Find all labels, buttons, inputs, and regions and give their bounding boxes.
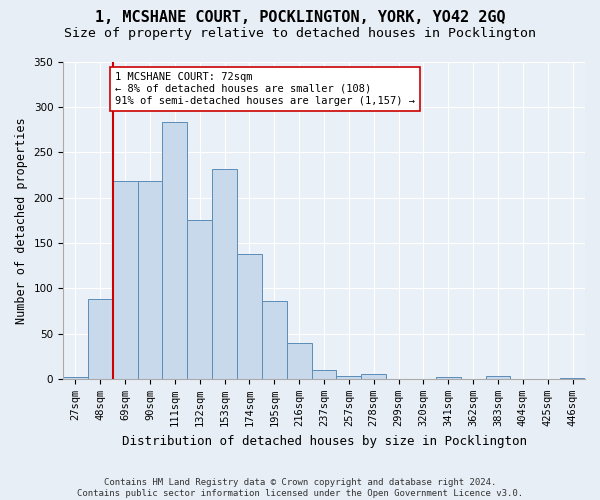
X-axis label: Distribution of detached houses by size in Pocklington: Distribution of detached houses by size … (122, 434, 527, 448)
Bar (212, 170, 237, 379)
Y-axis label: Number of detached properties: Number of detached properties (15, 117, 28, 324)
Text: 1 MCSHANE COURT: 72sqm
← 8% of detached houses are smaller (108)
91% of semi-det: 1 MCSHANE COURT: 72sqm ← 8% of detached … (115, 72, 415, 106)
Bar (113, 181, 137, 379)
Bar (137, 181, 163, 379)
Bar (337, 376, 361, 379)
Bar (485, 376, 511, 379)
Bar (262, 301, 287, 379)
Bar (63, 377, 88, 379)
Bar (287, 342, 311, 379)
Text: Contains HM Land Registry data © Crown copyright and database right 2024.
Contai: Contains HM Land Registry data © Crown c… (77, 478, 523, 498)
Bar (237, 254, 262, 379)
Bar (361, 374, 386, 379)
Bar (436, 377, 461, 379)
Text: Size of property relative to detached houses in Pocklington: Size of property relative to detached ho… (64, 28, 536, 40)
Text: 1, MCSHANE COURT, POCKLINGTON, YORK, YO42 2GQ: 1, MCSHANE COURT, POCKLINGTON, YORK, YO4… (95, 10, 505, 25)
Bar (560, 378, 585, 379)
Bar (163, 122, 187, 379)
Bar (187, 220, 212, 379)
Bar (311, 370, 337, 379)
Bar (88, 299, 113, 379)
